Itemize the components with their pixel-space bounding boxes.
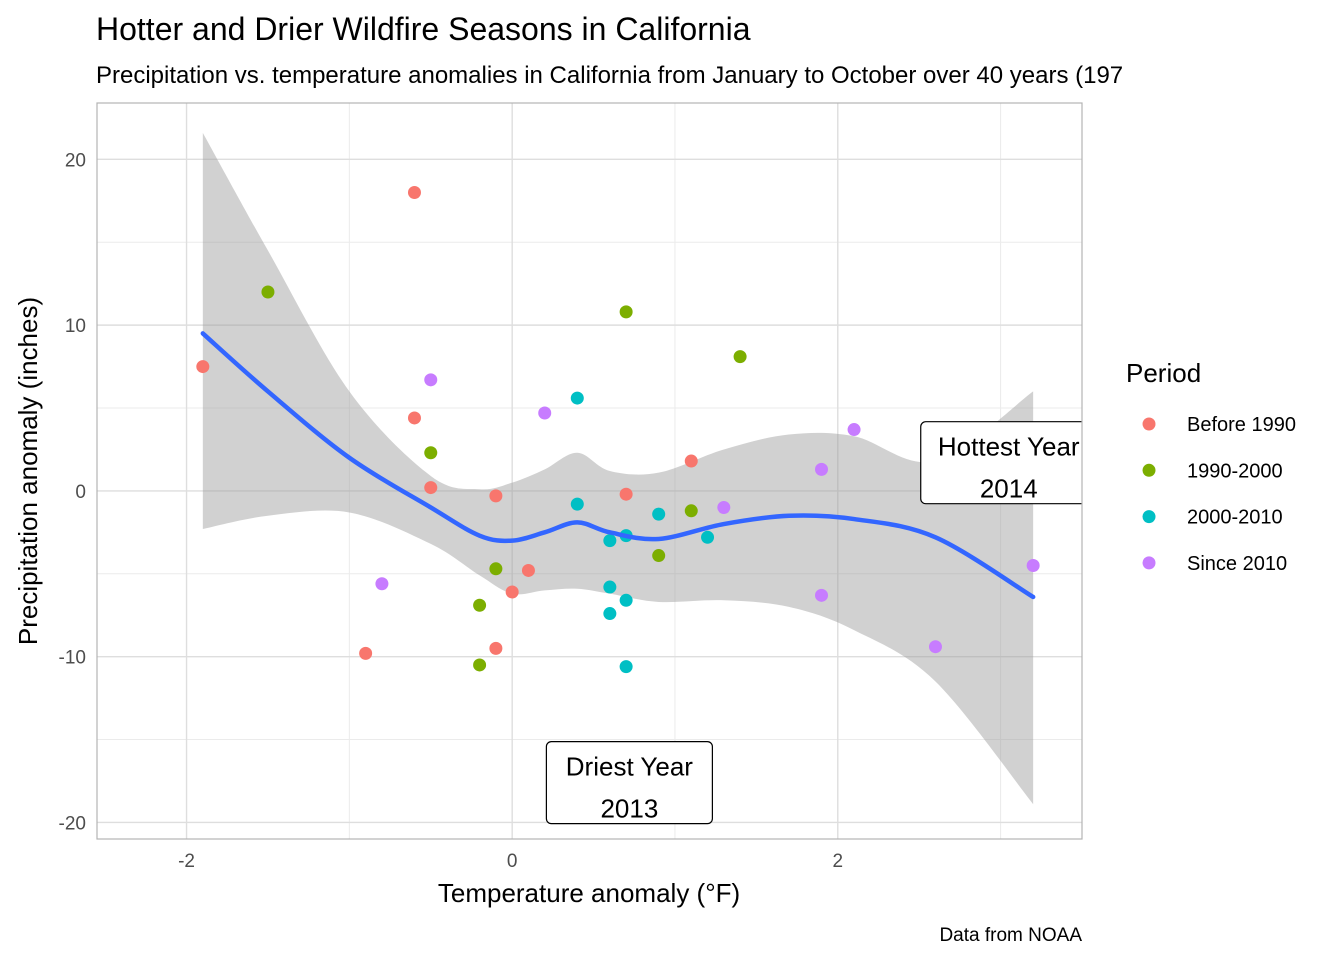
legend-entry: Since 2010 [1142,553,1287,575]
chart-title: Hotter and Drier Wildfire Seasons in Cal… [96,11,751,47]
legend-entry: Before 1990 [1142,414,1296,436]
smooth-line [200,331,1036,600]
data-point [652,549,666,563]
data-point [619,305,633,319]
legend-entry: 1990-2000 [1142,460,1283,482]
data-points [196,186,1040,674]
annotation-line2: 2014 [980,474,1038,504]
legend-entry: 2000-2010 [1142,507,1283,529]
annotation-box [545,741,713,825]
annotation-line1: Driest Year [566,752,694,782]
annotations: Driest Year 2013 Hottest Year 2014 [545,421,1082,825]
y-tick-label: -10 [59,648,86,669]
data-point [489,562,503,576]
data-point [717,500,731,514]
data-point [489,641,503,655]
smooth-trend [200,331,1036,600]
data-point [1026,558,1040,572]
data-point [538,406,552,420]
annotation-box [920,421,1082,505]
data-point [359,646,373,660]
y-tick-label: -20 [59,813,86,834]
data-point [424,446,438,460]
legend: Period Before 1990 1990-2000 2000-2010 Sinc… [1126,358,1296,575]
data-point [684,504,698,518]
data-point [489,489,503,503]
data-point [733,350,747,364]
data-point [424,481,438,495]
y-tick-label: 0 [75,482,86,503]
data-point [375,577,389,591]
legend-key [1142,463,1156,477]
data-point [261,285,275,299]
data-point [473,658,487,672]
data-point [505,585,519,599]
data-point [684,454,698,468]
data-point [603,607,617,621]
confidence-band [202,132,1034,805]
confidence-band-area [202,132,1034,805]
annotation-line2: 2013 [600,794,658,824]
legend-title: Period [1126,358,1201,388]
data-point [619,593,633,607]
data-point [701,530,715,544]
data-point [619,660,633,674]
x-tick-label: 2 [832,851,843,872]
legend-key [1142,556,1156,570]
chart-subtitle: Precipitation vs. temperature anomalies … [96,62,1123,89]
annotation-label: Hottest Year 2014 [920,421,1082,505]
data-point [652,507,666,521]
data-point [619,487,633,501]
y-tick-label: 10 [65,316,86,337]
data-point [196,360,210,374]
panel-border [96,102,1083,840]
y-tick-label: 20 [65,150,86,171]
annotation-line1: Hottest Year [938,432,1080,462]
data-point [570,391,584,405]
data-point [424,373,438,387]
data-point [570,497,584,511]
data-point [603,534,617,548]
legend-key [1142,510,1156,524]
data-point [928,640,942,654]
data-point [407,186,421,200]
data-point [815,462,829,476]
y-axis-title: Precipitation anomaly (inches) [13,297,43,645]
x-axis-ticks: -2 0 2 [178,851,843,872]
data-point [473,598,487,612]
caption: Data from NOAA [939,925,1082,946]
data-point [815,588,829,602]
legend-label: 1990-2000 [1187,460,1283,482]
data-point [407,411,421,425]
data-point [847,423,861,437]
x-tick-label: 0 [507,851,518,872]
legend-label: Before 1990 [1187,414,1296,436]
data-point [603,580,617,594]
legend-label: 2000-2010 [1187,507,1283,529]
annotation-label: Driest Year 2013 [545,741,713,825]
legend-label: Since 2010 [1187,553,1287,575]
x-tick-label: -2 [178,851,195,872]
data-point [521,563,535,577]
grid-lines [97,103,1082,839]
y-axis-ticks: -20 -10 0 10 20 [59,150,86,834]
x-axis-title: Temperature anomaly (°F) [438,878,740,908]
legend-key [1142,417,1156,431]
